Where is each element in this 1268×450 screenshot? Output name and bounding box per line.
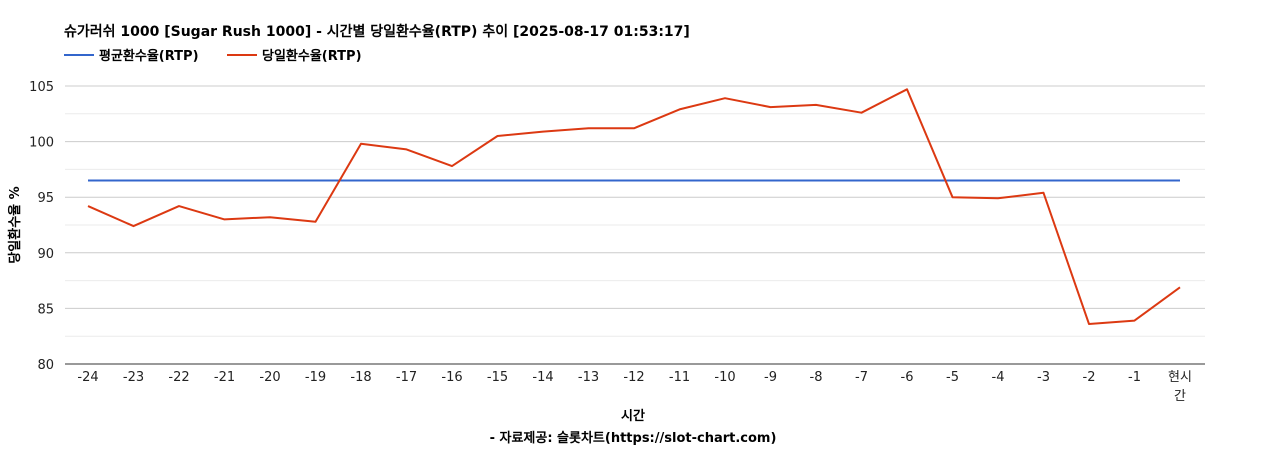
x-tick-label: -24 bbox=[77, 370, 98, 385]
x-tick-label: -16 bbox=[441, 370, 462, 385]
data-source-credit: - 자료제공: 슬롯차트(https://slot-chart.com) bbox=[490, 430, 777, 446]
y-tick-label: 100 bbox=[29, 136, 54, 151]
x-tick-label: 현시 간 bbox=[1168, 370, 1192, 404]
x-tick-label: -20 bbox=[259, 370, 280, 385]
x-tick-label: -3 bbox=[1037, 370, 1050, 385]
x-tick-label: -18 bbox=[350, 370, 371, 385]
y-tick-label: 85 bbox=[37, 302, 54, 317]
x-tick-label: -4 bbox=[992, 370, 1005, 385]
x-tick-label: -1 bbox=[1128, 370, 1141, 385]
y-tick-label: 80 bbox=[37, 358, 54, 373]
x-tick-label: -21 bbox=[214, 370, 235, 385]
x-tick-label: -2 bbox=[1083, 370, 1096, 385]
series-layer bbox=[87, 88, 1181, 325]
x-tick-label: -19 bbox=[305, 370, 326, 385]
x-tick-label: -7 bbox=[855, 370, 868, 385]
x-tick-label: -11 bbox=[669, 370, 690, 385]
chart-title: 슈가러쉬 1000 [Sugar Rush 1000] - 시간별 당일환수율(… bbox=[64, 23, 690, 40]
x-axis-ticks: -24 -23 -22 -21 -20 -19 -18 -17 -16 -15 -14 -13 -12 -… bbox=[77, 370, 1192, 404]
y-tick-label: 90 bbox=[37, 247, 54, 262]
x-tick-label: -22 bbox=[168, 370, 189, 385]
y-tick-label: 95 bbox=[37, 191, 54, 206]
y-tick-label: 105 bbox=[29, 80, 54, 95]
series-line-daily-rtp bbox=[87, 88, 1181, 325]
y-axis-title: 당일환수율 % bbox=[7, 186, 23, 263]
legend-label-daily-rtp: 당일환수율(RTP) bbox=[262, 48, 362, 64]
x-tick-label: -9 bbox=[764, 370, 777, 385]
legend: 평균환수율(RTP) 당일환수율(RTP) bbox=[64, 48, 362, 64]
legend-label-avg-rtp: 평균환수율(RTP) bbox=[99, 48, 199, 64]
y-axis-ticks: 80 85 90 95 100 105 bbox=[29, 80, 54, 373]
x-tick-label: -12 bbox=[623, 370, 644, 385]
x-tick-label: -13 bbox=[578, 370, 599, 385]
x-tick-label: -5 bbox=[946, 370, 959, 385]
x-tick-label: -6 bbox=[901, 370, 914, 385]
grid-lines bbox=[65, 85, 1205, 365]
x-axis-title: 시간 bbox=[621, 408, 645, 424]
x-tick-label: -8 bbox=[810, 370, 823, 385]
x-tick-label: -14 bbox=[532, 370, 553, 385]
x-tick-label: -23 bbox=[123, 370, 144, 385]
x-tick-label: -10 bbox=[714, 370, 735, 385]
x-tick-label: -15 bbox=[487, 370, 508, 385]
x-tick-label: -17 bbox=[396, 370, 417, 385]
